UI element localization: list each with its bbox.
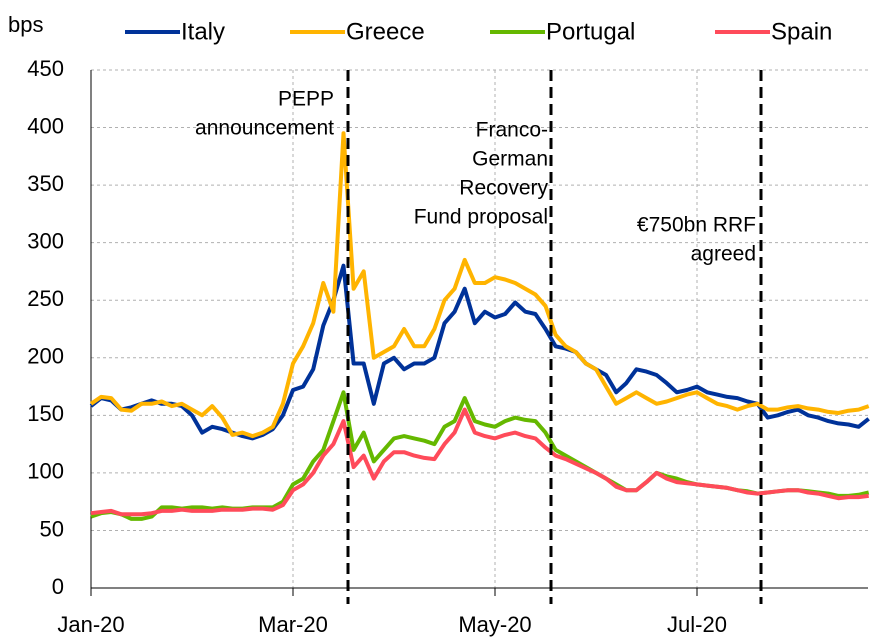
annotation: PEPP [278,88,334,111]
y-axis-label: bps [8,12,43,37]
annotation: Recovery [459,177,548,200]
series-line [89,131,870,439]
x-tick-label: Mar-20 [258,612,328,637]
y-tick-label: 100 [27,459,64,484]
y-tick-label: 200 [27,344,64,369]
annotation: agreed [691,243,756,266]
y-tick-label: 400 [27,113,64,138]
series-line [89,263,870,441]
y-tick-label: 50 [40,516,64,541]
annotation: Fund proposal [414,206,548,229]
y-tick-label: 150 [27,401,64,426]
y-tick-label: 300 [27,228,64,253]
annotation: Franco- [476,119,548,142]
annotation: German [472,148,548,171]
x-tick-label: May-20 [458,612,531,637]
annotation: announcement [195,117,334,140]
legend-label: Italy [181,18,225,45]
y-tick-label: 0 [52,574,64,599]
series-line [90,407,869,517]
legend-label: Spain [771,18,832,45]
annotation: €750bn RRF [637,214,756,237]
legend-label: Greece [346,18,425,45]
x-tick-label: Jul-20 [667,612,727,637]
y-tick-label: 450 [27,56,64,81]
x-tick-label: Jan-20 [57,612,124,637]
y-tick-label: 250 [27,286,64,311]
legend-label: Portugal [546,18,635,45]
y-tick-label: 350 [27,171,64,196]
